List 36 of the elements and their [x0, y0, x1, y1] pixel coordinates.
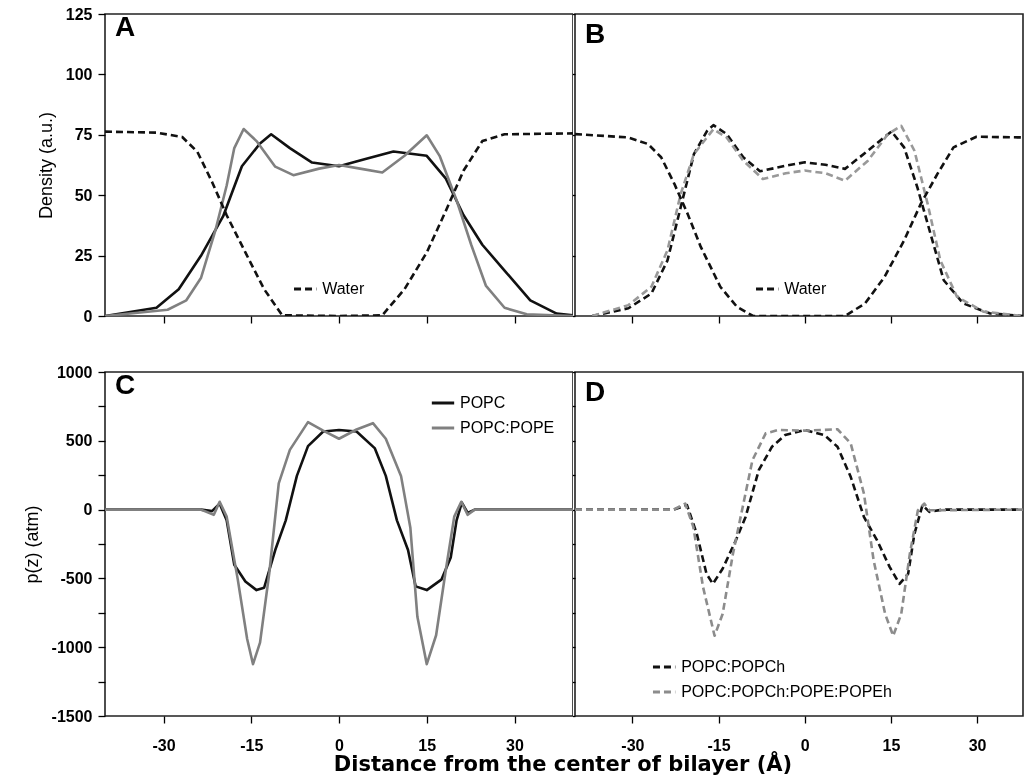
chart-title: D: [585, 376, 606, 408]
x-tick-label: -15: [707, 736, 731, 754]
x-tick-label: 30: [968, 736, 987, 754]
legend-label: POPC:POPE: [460, 419, 555, 436]
x-tick-label: 0: [800, 736, 810, 754]
legend-label: POPC: [460, 394, 506, 411]
legend-label: Water: [784, 280, 827, 297]
x-tick-label: -15: [240, 736, 264, 754]
x-axis-title: Distance from the center of bilayer (Å): [332, 752, 794, 776]
y-axis-title: p(z) (atm): [21, 505, 42, 584]
y-tick-label: 1000: [56, 363, 93, 381]
chart-title: C: [115, 369, 136, 400]
y-tick-label: 25: [74, 247, 93, 265]
chart-title: B: [585, 18, 606, 50]
x-tick-label: -30: [621, 736, 645, 754]
legend-label: POPC:POPCh: [681, 658, 786, 675]
chart-title: A: [115, 11, 136, 42]
x-tick-label: -30: [152, 736, 176, 754]
y-tick-label: -1500: [51, 707, 93, 725]
y-tick-label: 0: [83, 307, 93, 325]
y-tick-label: 125: [65, 5, 93, 23]
legend-label: POPC:POPCh:POPE:POPEh: [681, 683, 892, 700]
x-tick-label: 30: [506, 736, 524, 754]
legend-label: Water: [322, 280, 365, 297]
y-tick-label: 100: [65, 65, 93, 83]
x-tick-label: 0: [335, 736, 345, 754]
y-tick-label: -1000: [51, 638, 93, 656]
y-tick-label: 75: [74, 126, 93, 144]
x-tick-label: 15: [882, 736, 901, 754]
line-series: [105, 420, 573, 666]
y-axis-title: Density (a.u.): [35, 111, 56, 220]
y-tick-label: 50: [74, 186, 93, 204]
y-tick-label: -500: [60, 569, 93, 587]
x-tick-label: 15: [418, 736, 437, 754]
y-tick-label: 0: [83, 501, 93, 519]
y-tick-label: 500: [65, 432, 93, 450]
